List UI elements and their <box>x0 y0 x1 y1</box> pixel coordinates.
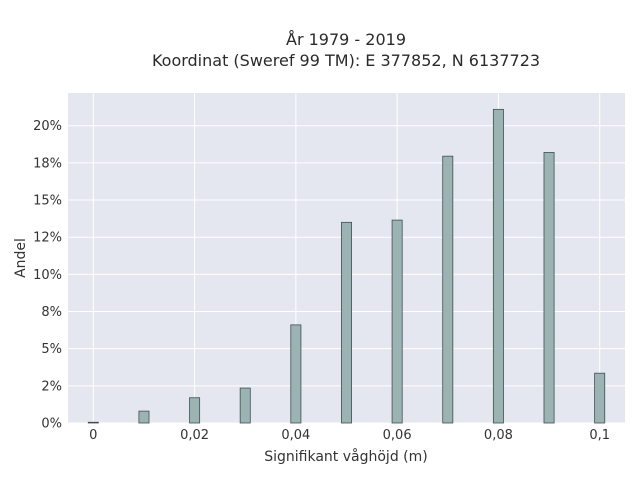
y-axis-label: Andel <box>13 238 29 278</box>
chart-title-line2: Koordinat (Sweref 99 TM): E 377852, N 61… <box>152 51 540 70</box>
x-tick-label: 0,08 <box>484 428 513 443</box>
y-tick-label: 15% <box>33 194 62 209</box>
histogram-bar <box>87 421 99 424</box>
x-tick-label: 0 <box>89 428 97 443</box>
histogram-bar <box>341 221 352 424</box>
histogram-bar <box>391 219 403 424</box>
y-tick-label: 10% <box>33 268 62 283</box>
y-tick-label: 20% <box>33 119 62 134</box>
histogram-bar <box>189 397 201 424</box>
y-tick-label: 12% <box>33 231 62 246</box>
x-tick-labels: 0 0,02 0,04 0,06 0,08 0,1 <box>89 428 610 443</box>
y-tick-label: 2% <box>41 379 62 394</box>
histogram-bar <box>543 152 555 424</box>
x-tick-label: 0,06 <box>383 428 412 443</box>
y-tick-label: 8% <box>41 305 62 320</box>
y-tick-label: 18% <box>33 156 62 171</box>
histogram-bar <box>594 372 606 424</box>
histogram-bar <box>138 410 150 424</box>
histogram-bar <box>492 108 504 424</box>
x-tick-label: 0,04 <box>281 428 310 443</box>
x-axis-label: Signifikant våghöjd (m) <box>264 448 427 465</box>
y-tick-labels: 0% 2% 5% 8% 10% 12% 15% 18% 20% <box>33 119 62 431</box>
chart-title-line1: År 1979 - 2019 <box>286 30 406 49</box>
y-tick-label: 0% <box>41 417 62 432</box>
x-tick-label: 0,1 <box>589 428 610 443</box>
histogram-bar <box>239 387 251 424</box>
histogram-bar <box>442 155 454 424</box>
y-tick-label: 5% <box>41 342 62 357</box>
bars <box>87 108 606 424</box>
x-tick-label: 0,02 <box>180 428 209 443</box>
histogram-bar <box>290 324 302 424</box>
